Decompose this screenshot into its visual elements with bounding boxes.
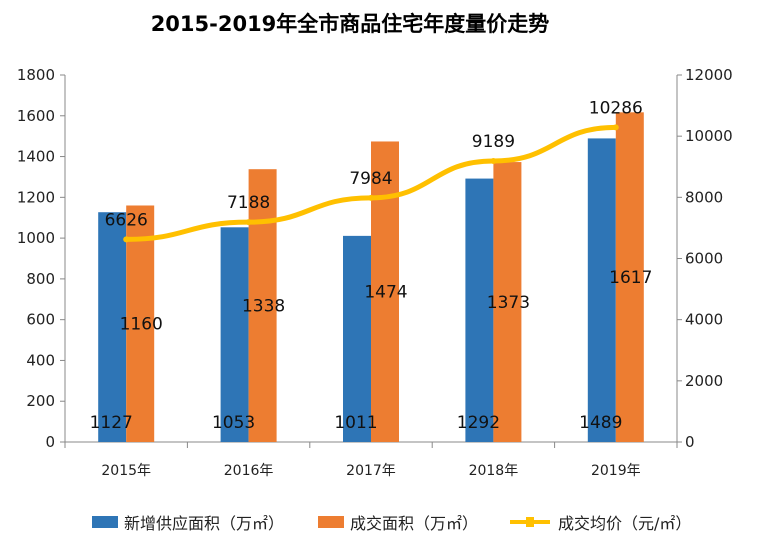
data-label-price: 9189 xyxy=(472,132,515,152)
data-label-price: 10286 xyxy=(589,98,643,118)
legend-item-price: 成交均价（元/㎡） xyxy=(510,510,691,534)
legend-swatch-supply xyxy=(92,516,118,528)
y-left-tick-label: 1000 xyxy=(17,229,55,247)
legend-swatch-price xyxy=(510,517,550,527)
y-left-tick-label: 1600 xyxy=(17,107,55,125)
bar-transaction xyxy=(248,169,277,443)
y-left-tick-label: 200 xyxy=(26,392,55,410)
data-label-transaction: 1474 xyxy=(364,283,407,303)
y-left-tick-label: 0 xyxy=(45,433,55,451)
y-right-tick-label: 0 xyxy=(685,433,695,451)
legend-label-transaction: 成交面积（万㎡） xyxy=(350,514,479,533)
data-label-supply: 1127 xyxy=(90,413,133,433)
point-price xyxy=(490,157,497,164)
bar-supply xyxy=(98,212,127,442)
bar-transaction xyxy=(493,162,522,443)
legend-item-supply: 新增供应面积（万㎡） xyxy=(92,510,284,534)
data-label-transaction: 1160 xyxy=(120,315,163,335)
data-label-supply: 1489 xyxy=(579,413,622,433)
point-price xyxy=(245,219,252,226)
legend: 新增供应面积（万㎡） 成交面积（万㎡） 成交均价（元/㎡） xyxy=(0,510,758,540)
data-label-transaction: 1338 xyxy=(242,297,285,317)
bar-transaction xyxy=(371,141,399,442)
point-price xyxy=(123,236,130,243)
y-right-tick-label: 6000 xyxy=(685,250,723,268)
data-label-price: 6626 xyxy=(105,210,148,230)
point-price xyxy=(368,194,374,201)
x-tick-label: 2015年 xyxy=(101,463,151,479)
bar-supply xyxy=(465,178,494,442)
y-left-tick-label: 400 xyxy=(26,351,55,369)
data-label-price: 7188 xyxy=(227,193,270,213)
legend-label-price: 成交均价（元/㎡） xyxy=(558,514,692,533)
bar-transaction xyxy=(615,112,644,442)
data-label-supply: 1053 xyxy=(212,413,255,433)
y-right-tick-label: 8000 xyxy=(685,188,723,206)
y-left-tick-label: 800 xyxy=(26,270,55,288)
y-left-tick-label: 600 xyxy=(26,311,55,329)
data-label-transaction: 1373 xyxy=(487,293,530,313)
y-right-tick-label: 12000 xyxy=(685,66,733,84)
y-left-tick-label: 1400 xyxy=(17,148,55,166)
y-left-tick-label: 1800 xyxy=(17,66,55,84)
chart-plot: 0 200 400 600 800 1000 1200 1400 1600 1800 0 2000 40… xyxy=(17,66,733,479)
bar-supply xyxy=(220,227,249,442)
y-right-tick-label: 2000 xyxy=(685,372,723,390)
x-tick-label: 2017年 xyxy=(346,463,396,479)
y-right-tick-label: 10000 xyxy=(685,127,733,145)
data-label-price: 7984 xyxy=(349,169,392,189)
x-tick-label: 2016年 xyxy=(224,463,274,479)
point-price xyxy=(612,124,619,131)
bar-supply xyxy=(587,138,616,443)
y-left-tick-label: 1200 xyxy=(17,188,55,206)
bar-supply xyxy=(343,235,371,442)
x-tick-label: 2019年 xyxy=(591,463,641,479)
bar-transaction xyxy=(126,205,155,442)
legend-swatch-transaction xyxy=(318,516,344,528)
y-right-tick-label: 4000 xyxy=(685,311,723,329)
x-tick-label: 2018年 xyxy=(469,463,519,479)
legend-item-transaction: 成交面积（万㎡） xyxy=(318,510,478,534)
chart-title: 2015-2019年全市商品住宅年度量价走势 xyxy=(150,12,550,36)
data-label-supply: 1292 xyxy=(457,413,500,433)
legend-label-supply: 新增供应面积（万㎡） xyxy=(124,514,285,533)
data-label-transaction: 1617 xyxy=(609,268,652,288)
data-label-supply: 1011 xyxy=(334,413,377,433)
